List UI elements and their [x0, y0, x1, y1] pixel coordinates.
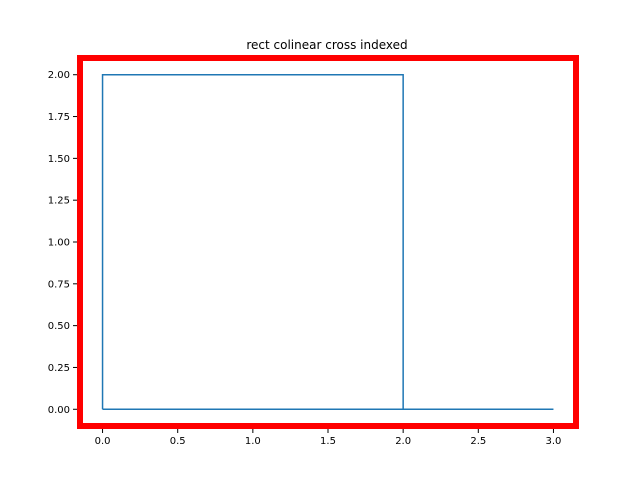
- y-tick-label: 0.25: [48, 363, 70, 374]
- x-axis-ticks: 0.0 0.5 1.0 1.5 2.0 2.5 3.0: [95, 429, 562, 447]
- y-tick-label: 1.00: [48, 238, 70, 249]
- x-tick-label: 0.0: [95, 436, 111, 447]
- y-tick-label: 1.75: [48, 112, 70, 123]
- y-tick-label: 0.00: [48, 405, 70, 416]
- series-line-0: [101, 73, 554, 411]
- x-tick-label: 3.0: [546, 436, 562, 447]
- x-tick-label: 0.5: [170, 436, 186, 447]
- y-tick-label: 0.75: [48, 279, 70, 290]
- chart-title: rect colinear cross indexed: [246, 38, 407, 52]
- y-axis-ticks: 0.00 0.25 0.50 0.75 1.00 1.25 1.50 1.75 2.00: [48, 70, 77, 416]
- y-tick-label: 1.50: [48, 154, 70, 165]
- plot-frame: [77, 55, 579, 429]
- x-tick-label: 2.5: [470, 436, 486, 447]
- x-tick-label: 2.0: [395, 436, 411, 447]
- y-tick-label: 2.00: [48, 70, 70, 81]
- x-tick-label: 1.5: [320, 436, 336, 447]
- series-layer: [101, 73, 554, 411]
- x-tick-label: 1.0: [245, 436, 261, 447]
- y-tick-label: 0.50: [48, 321, 70, 332]
- y-tick-label: 1.25: [48, 196, 70, 207]
